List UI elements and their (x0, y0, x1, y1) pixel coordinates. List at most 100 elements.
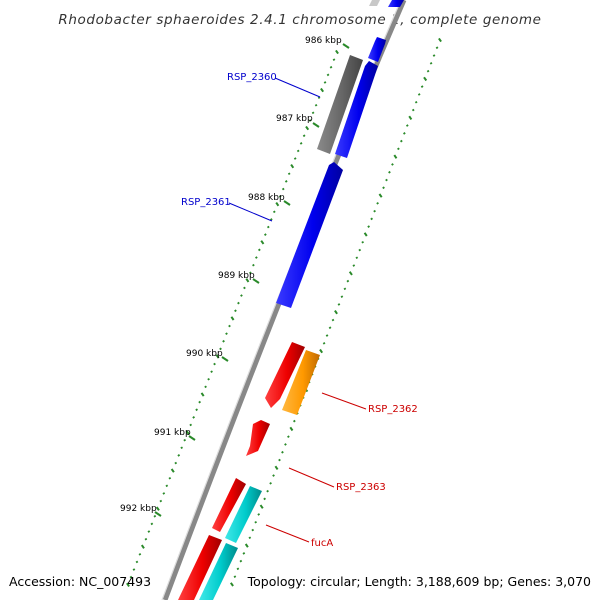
tick-inner (281, 187, 285, 191)
tick-inner (200, 392, 205, 397)
tick-inner (135, 560, 139, 564)
tick-inner (332, 58, 336, 61)
tick-inner (237, 301, 240, 305)
label-rsp-2360[interactable]: RSP_2360 (227, 72, 277, 83)
tick-outer (292, 419, 296, 423)
tick-inner (183, 438, 187, 442)
tick-inner (275, 202, 280, 207)
tick-inner (249, 271, 252, 275)
tick-outer (376, 202, 379, 205)
label-fuca[interactable]: fucA (311, 538, 333, 549)
gene-red-2[interactable] (212, 478, 246, 532)
label-rsp-2361[interactable]: RSP_2361 (181, 197, 231, 208)
tick-outer (284, 443, 287, 446)
tick-outer (355, 256, 359, 260)
tick-inner (147, 530, 151, 533)
gene-track (178, 0, 404, 600)
topology-text: Topology: circular; Length: 3,188,609 bp… (247, 574, 591, 589)
label-rsp-2363[interactable]: RSP_2363 (336, 482, 386, 493)
tick-outer (248, 536, 252, 540)
tick-inner (177, 454, 181, 457)
tick-inner (284, 180, 288, 183)
tick-inner (180, 446, 184, 450)
tick-inner (254, 256, 258, 259)
tick-outer (331, 318, 335, 322)
tick-outer (423, 76, 428, 82)
tick-inner (296, 149, 300, 153)
kbp-label-987: 987 kbp (276, 114, 313, 124)
tick-inner (266, 225, 270, 229)
gene-pseudo-gray[interactable] (317, 55, 363, 154)
tick-outer (348, 271, 353, 276)
tick-outer (244, 543, 249, 548)
tick-inner (272, 210, 276, 214)
tick-inner (225, 332, 228, 335)
tick-inner (326, 73, 330, 77)
kbp-label-989: 989 kbp (218, 271, 255, 281)
tick-inner (195, 408, 199, 412)
tick-outer (399, 139, 403, 143)
tick-outer (408, 115, 413, 120)
tick-inner (168, 476, 172, 480)
tick-inner (165, 484, 169, 488)
tick-inner (299, 142, 303, 145)
tick-outer (328, 326, 332, 330)
gene-partial-top-blue[interactable] (388, 0, 404, 7)
gene-partial-top-gray[interactable] (369, 0, 380, 6)
tick-inner (260, 240, 265, 245)
tick-outer (370, 217, 374, 221)
tick-inner (329, 65, 333, 69)
gene-rsp-2361[interactable] (276, 162, 343, 308)
tick-outer (242, 552, 246, 555)
gene-labels: RSP_2360 RSP_2361 RSP_2362 RSP_2363 fucA (181, 72, 418, 549)
tick-outer (420, 85, 424, 88)
tick-outer (363, 232, 368, 237)
tick-inner (132, 568, 136, 571)
gene-rsp-2360[interactable] (335, 61, 378, 158)
tick-inner (308, 119, 312, 122)
label-rsp-2362[interactable]: RSP_2362 (368, 404, 418, 415)
tick-inner (240, 294, 243, 297)
tick-outer (432, 54, 436, 57)
tick-inner (204, 385, 207, 389)
tick-inner (185, 430, 190, 435)
tick-outer (259, 504, 264, 509)
tick-outer (274, 465, 279, 470)
tick-inner (222, 339, 225, 343)
tick-outer (378, 193, 383, 198)
tick-outer (340, 295, 344, 298)
kbp-label-988: 988 kbp (248, 193, 285, 203)
kbp-label-992: 992 kbp (120, 504, 157, 514)
gene-rsp-2363[interactable] (246, 420, 270, 456)
tick-inner (230, 316, 235, 321)
tick-outer (263, 497, 267, 501)
tick-inner (162, 492, 166, 495)
tick-outer (397, 147, 400, 151)
tick-outer (334, 310, 338, 315)
tick-outer (343, 287, 347, 291)
gene-rsp-2362[interactable] (282, 350, 320, 415)
tick-inner (170, 468, 175, 473)
tick-inner (257, 248, 261, 252)
kbp-label-990: 990 kbp (186, 349, 223, 359)
gene-blue-arrow-top[interactable] (368, 37, 386, 62)
tick-outer (236, 567, 240, 571)
kbp-label-986: 986 kbp (305, 36, 342, 46)
tick-inner (213, 362, 216, 366)
tick-inner (317, 96, 321, 99)
tick-outer (278, 458, 281, 462)
tick-inner (150, 522, 154, 526)
tick-inner (302, 134, 306, 138)
gene-cyan-2[interactable] (199, 543, 238, 600)
tick-inner (138, 553, 142, 556)
tick-outer (352, 264, 356, 267)
gene-red-3[interactable] (178, 535, 222, 600)
tick-inner (314, 103, 318, 107)
tick-outer (322, 342, 326, 345)
tick-outer (272, 474, 275, 477)
gene-red-1[interactable] (265, 342, 305, 408)
tick-outer (281, 450, 284, 454)
gene-fuca[interactable] (225, 486, 262, 543)
tick-inner (219, 347, 222, 351)
